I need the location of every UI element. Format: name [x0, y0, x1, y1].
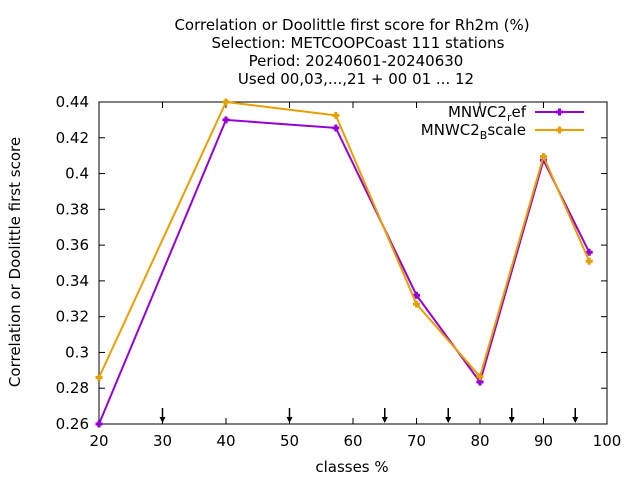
series-point-0 [222, 116, 230, 124]
y-tick-label: 0.4 [65, 165, 89, 183]
class-arrow-head [508, 417, 515, 423]
class-arrow-head [381, 417, 388, 423]
class-arrow-head [572, 417, 579, 423]
series-point-1 [413, 300, 420, 308]
chart-title: Correlation or Doolittle first score for… [174, 16, 529, 88]
series-point-0 [413, 291, 420, 299]
series-point-1 [222, 98, 230, 106]
x-axis-label: classes % [315, 458, 388, 476]
legend-label-0: MNWC2ref [448, 103, 527, 124]
x-tick-label: 100 [593, 432, 622, 450]
x-tick-label: 90 [534, 432, 553, 450]
y-tick-label: 0.38 [56, 200, 89, 218]
x-tick-label: 70 [407, 432, 426, 450]
title-line-4: Used 00,03,...,21 + 00 01 ... 12 [238, 70, 474, 88]
legend-marker-1 [556, 126, 563, 134]
y-tick-label: 0.42 [56, 129, 89, 147]
series-point-0 [332, 124, 340, 132]
y-tick-label: 0.32 [56, 308, 89, 326]
title-line-2: Selection: METCOOPCoast 111 stations [212, 34, 505, 52]
legend-marker-0 [556, 108, 563, 116]
title-line-3: Period: 20240601-20240630 [249, 52, 464, 70]
class-arrow-head [445, 417, 452, 423]
series-point-1 [540, 153, 547, 161]
plot-frame [98, 101, 608, 425]
y-tick-label: 0.3 [65, 343, 89, 361]
x-tick-label: 80 [470, 432, 489, 450]
series-point-1 [95, 373, 103, 381]
y-tick-label: 0.44 [56, 93, 89, 111]
x-tick-label: 50 [280, 432, 299, 450]
y-tick-label: 0.34 [56, 272, 89, 290]
series-point-0 [95, 420, 103, 428]
series-point-0 [476, 378, 484, 386]
class-arrow-head [286, 417, 293, 423]
series-line-0 [98, 118, 591, 425]
title-line-1: Correlation or Doolittle first score for… [174, 16, 529, 34]
x-tick-label: 40 [216, 432, 235, 450]
y-tick-label: 0.36 [56, 236, 89, 254]
series-point-0 [585, 248, 593, 256]
y-tick-label: 0.26 [56, 415, 89, 433]
x-axis-ticks: 20 30 40 50 60 70 80 90 100 [89, 102, 621, 450]
x-tick-label: 20 [89, 432, 108, 450]
y-axis-ticks: 0.26 0.28 0.3 0.32 0.34 0.36 0.38 0.4 0.42 0.44 [56, 93, 607, 433]
x-tick-label: 60 [343, 432, 362, 450]
y-axis-label: Correlation or Doolittle first score [6, 137, 24, 387]
class-arrow-marks [159, 408, 579, 423]
series-point-1 [332, 111, 340, 119]
series-group [95, 98, 593, 428]
legend-label-1: MNWC2Bscale [421, 121, 526, 142]
class-arrow-head [159, 417, 166, 423]
y-tick-label: 0.28 [56, 379, 89, 397]
series-point-1 [476, 373, 484, 381]
series-point-1 [585, 257, 593, 265]
x-tick-label: 30 [153, 432, 172, 450]
